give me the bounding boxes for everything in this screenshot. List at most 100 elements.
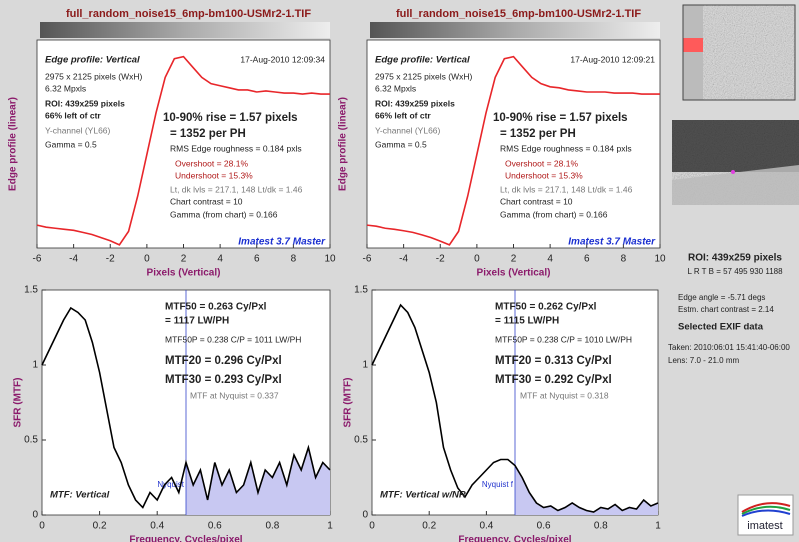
annotation: = 1115 LW/PH — [495, 316, 559, 327]
annotation: 6.32 Mpxls — [375, 83, 416, 93]
annotation: 66% left of ctr — [45, 110, 101, 120]
plot-area — [366, 39, 661, 249]
x-tick-label: 2 — [181, 254, 187, 265]
nyquist-label: Nyquist — [157, 480, 184, 489]
x-tick-label: -6 — [33, 254, 42, 265]
y-tick-label: 0.5 — [24, 435, 38, 446]
x-tick-label: 8 — [621, 254, 627, 265]
file-title: full_random_noise15_6mp-bm100-USMr2-1.TI… — [66, 8, 311, 20]
annotation: MTF: Vertical — [50, 490, 110, 501]
x-tick-label: -6 — [363, 254, 372, 265]
annotation: MTF20 = 0.313 Cy/Pxl — [495, 355, 612, 367]
x-axis-label: Frequency, Cycles/pixel — [129, 535, 242, 542]
y-tick-label: 0 — [362, 510, 368, 521]
annotation: Gamma (from chart) = 0.166 — [500, 209, 608, 219]
edge-angle: Edge angle = -5.71 degs — [678, 293, 765, 302]
x-tick-label: -2 — [436, 254, 445, 265]
x-tick-label: -4 — [69, 254, 78, 265]
annotation: Lt, dk lvls = 217.1, 148 Lt/dk = 1.46 — [170, 184, 303, 194]
annotation: Gamma = 0.5 — [45, 139, 97, 149]
chart-contrast: Estm. chart contrast = 2.14 — [678, 305, 774, 314]
annotation: Edge profile: Vertical — [375, 55, 470, 66]
x-tick-label: 0.4 — [150, 521, 164, 532]
annotation: MTF: Vertical w/NR — [380, 490, 466, 501]
x-tick-label: 0 — [369, 521, 375, 532]
annotation: Y-channel (YL66) — [375, 125, 441, 135]
annotation: MTF50P = 0.238 C/P = 1011 LW/PH — [165, 334, 301, 344]
logo-text: imatest — [747, 520, 782, 532]
exif-heading: Selected EXIF data — [678, 322, 764, 333]
x-tick-label: 0.2 — [422, 521, 436, 532]
annotation: Edge profile: Vertical — [45, 55, 140, 66]
annotation: Undershoot = 15.3% — [175, 170, 253, 180]
nyquist-label: Nyquist f — [482, 480, 514, 489]
x-tick-label: 4 — [217, 254, 223, 265]
annotation: RMS Edge roughness = 0.184 pxls — [170, 143, 302, 153]
annotation: MTF at Nyquist = 0.318 — [520, 390, 609, 400]
roi-text: ROI: 439x259 pixels — [688, 253, 782, 264]
x-tick-label: 0.6 — [208, 521, 222, 532]
x-tick-label: 4 — [547, 254, 553, 265]
plot-area — [36, 39, 331, 249]
x-tick-label: 6 — [254, 254, 260, 265]
data-line — [36, 55, 330, 246]
annotation: MTF30 = 0.292 Cy/Pxl — [495, 374, 612, 386]
x-tick-label: 0 — [474, 254, 480, 265]
x-tick-label: 0.4 — [479, 521, 493, 532]
annotation: ROI: 439x259 pixels — [45, 98, 125, 108]
y-axis-label: Edge profile (linear) — [8, 97, 19, 191]
exif-lens: Lens: 7.0 - 21.0 mm — [668, 356, 739, 365]
annotation: Gamma = 0.5 — [375, 139, 427, 149]
y-axis-label: SFR (MTF) — [343, 378, 354, 428]
annotation: MTF50 = 0.262 Cy/Pxl — [495, 302, 597, 313]
y-axis-label: Edge profile (linear) — [338, 97, 349, 191]
y-axis-label: SFR (MTF) — [13, 378, 24, 428]
x-axis-label: Pixels (Vertical) — [477, 268, 551, 279]
exif-taken: Taken: 2010:06:01 15:41:40-06:00 — [668, 343, 790, 352]
annotation: MTF at Nyquist = 0.337 — [190, 390, 279, 400]
logo: imatest — [737, 494, 794, 536]
y-tick-label: 1 — [362, 360, 368, 371]
x-tick-label: 6 — [584, 254, 590, 265]
y-tick-label: 1.5 — [354, 285, 368, 296]
x-tick-label: 8 — [291, 254, 297, 265]
x-tick-label: 0.2 — [93, 521, 107, 532]
annotation: = 1117 LW/PH — [165, 316, 229, 327]
annotation: RMS Edge roughness = 0.184 pxls — [500, 143, 632, 153]
annotation: Chart contrast = 10 — [500, 196, 573, 206]
annotation: Y-channel (YL66) — [45, 125, 111, 135]
data-line — [41, 306, 331, 509]
annotation: Undershoot = 15.3% — [505, 170, 583, 180]
x-tick-label: 0.6 — [537, 521, 551, 532]
annotation: 17-Aug-2010 12:09:34 — [240, 54, 325, 64]
annotation: 6.32 Mpxls — [45, 83, 86, 93]
x-tick-label: 1 — [327, 521, 333, 532]
y-tick-label: 0.5 — [354, 435, 368, 446]
x-tick-label: 0 — [39, 521, 45, 532]
x-tick-label: 0.8 — [594, 521, 608, 532]
x-axis-label: Pixels (Vertical) — [147, 268, 221, 279]
x-tick-label: 2 — [511, 254, 517, 265]
x-tick-label: 10 — [324, 254, 336, 265]
data-line — [366, 55, 660, 246]
thumbnail — [682, 4, 796, 101]
x-tick-label: 0.8 — [265, 521, 279, 532]
x-tick-label: 0 — [144, 254, 150, 265]
annotation: Gamma (from chart) = 0.166 — [170, 209, 278, 219]
annotation: Lt, dk lvls = 217.1, 148 Lt/dk = 1.46 — [500, 184, 633, 194]
annotation: 10-90% rise = 1.57 pixels — [163, 112, 298, 124]
annotation: 2975 x 2125 pixels (WxH) — [45, 71, 142, 81]
data-line — [371, 303, 659, 513]
annotation: = 1352 per PH — [500, 128, 576, 140]
annotation: ROI: 439x259 pixels — [375, 98, 455, 108]
x-axis-label: Frequency, Cycles/pixel — [458, 535, 571, 542]
annotation: MTF50P = 0.238 C/P = 1010 LW/PH — [495, 334, 632, 344]
x-tick-label: 1 — [655, 521, 661, 532]
file-title: full_random_noise15_6mp-bm100-USMr2-1.TI… — [396, 8, 641, 20]
annotation: 2975 x 2125 pixels (WxH) — [375, 71, 472, 81]
annotation: MTF30 = 0.293 Cy/Pxl — [165, 374, 282, 386]
annotation: Overshoot = 28.1% — [505, 158, 578, 168]
annotation: 10-90% rise = 1.57 pixels — [493, 112, 628, 124]
annotation: = 1352 per PH — [170, 128, 246, 140]
